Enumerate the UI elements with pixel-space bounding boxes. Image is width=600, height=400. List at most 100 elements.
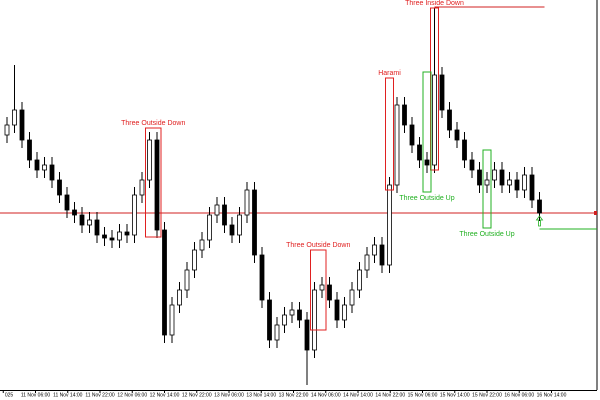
candle-body [94, 219, 100, 236]
candle-body [34, 159, 40, 171]
candle-body [237, 214, 242, 236]
x-tick-label: 13 Nov 06:00 [214, 392, 244, 398]
candle-body [139, 179, 145, 196]
candle-body [282, 314, 287, 326]
x-tick-label: 15 Nov 22:00 [472, 392, 502, 398]
candle-body [259, 254, 265, 301]
x-tick-label: 12 Nov 06:00 [117, 392, 147, 398]
x-tick-label: 11 Nov 06:00 [21, 392, 51, 398]
candle-body [147, 139, 152, 181]
candle-body [222, 204, 227, 226]
candle-body [304, 319, 310, 351]
candle-body [492, 169, 497, 181]
candle-body [192, 249, 197, 271]
candle-body [409, 124, 415, 146]
candle-body [334, 299, 340, 321]
candle-body [229, 224, 235, 236]
x-tick-label: 11 Nov 22:00 [85, 392, 115, 398]
candle-body [154, 139, 160, 231]
candle-body [289, 309, 295, 316]
price-marker [594, 211, 597, 215]
candle-body [207, 214, 212, 241]
candle-body [364, 254, 370, 271]
candle-body [454, 129, 460, 141]
candle-body [87, 219, 92, 226]
candle-body [162, 229, 167, 336]
candle-body [439, 74, 445, 111]
candle-body [184, 269, 190, 291]
candle-body [42, 164, 47, 171]
pattern-label: Three Inside Down [405, 0, 464, 7]
pattern-label: Three Outside Down [286, 242, 350, 249]
candle-body [327, 284, 332, 301]
x-tick-label: 14 Nov 06:00 [311, 392, 341, 398]
candle-body [424, 159, 430, 166]
x-tick-label: 13 Nov 22:00 [279, 392, 309, 398]
candle-body [214, 204, 220, 216]
x-tick-label: 025 [5, 392, 14, 398]
candle-body [522, 174, 527, 191]
candle-body [514, 179, 520, 191]
signal-arrow [535, 215, 544, 227]
candle-body [12, 109, 17, 126]
x-tick-label: 14 Nov 14:00 [343, 392, 373, 398]
candle-body [49, 164, 55, 181]
candle-body [312, 289, 317, 351]
x-tick-label: 11 Nov 14:00 [53, 392, 83, 398]
candle-body [169, 304, 175, 336]
x-tick-label: 15 Nov 14:00 [440, 392, 470, 398]
pattern-label: Three Outside Down [121, 120, 185, 127]
candle-body [199, 239, 205, 251]
candle-body [72, 209, 77, 216]
x-tick-label: 13 Nov 14:00 [246, 392, 276, 398]
candle-body [117, 231, 122, 241]
pattern-label: Three Outside Up [399, 195, 454, 202]
candle-body [27, 139, 32, 161]
candle-body [469, 159, 475, 171]
pattern-label: Harami [378, 70, 401, 77]
candle-body [507, 179, 512, 186]
x-tick-label: 14 Nov 22:00 [375, 392, 405, 398]
candle-body [402, 104, 407, 126]
pattern-box [145, 127, 162, 238]
candle-body [267, 299, 272, 341]
candle-body [499, 169, 505, 186]
candle-body [379, 244, 385, 266]
pattern-box [310, 249, 327, 331]
candle-body [297, 309, 302, 321]
candle-body [244, 189, 250, 216]
candle-body [372, 244, 377, 256]
candle-body [177, 289, 182, 306]
x-tick-label: 15 Nov 06:00 [408, 392, 438, 398]
candle-body [447, 109, 452, 131]
candle-body [57, 179, 62, 196]
candle-body [4, 124, 10, 136]
candle-body [274, 324, 280, 341]
candle-body [252, 189, 257, 256]
x-tick-label: 12 Nov 14:00 [150, 392, 180, 398]
pattern-box [422, 71, 432, 193]
candle-body [102, 234, 107, 239]
candle-body [484, 179, 490, 186]
x-tick-label: 16 Nov 06:00 [504, 392, 534, 398]
pattern-box [482, 149, 492, 229]
pattern-label: Three Outside Up [459, 231, 514, 238]
x-tick-label: 12 Nov 22:00 [182, 392, 212, 398]
candle-body [537, 199, 542, 214]
pattern-box [385, 77, 394, 191]
x-tick-label: 16 Nov 14:00 [537, 392, 567, 398]
candle-body [529, 174, 535, 201]
candle-body [19, 109, 25, 141]
candle-body [342, 304, 347, 321]
candle-body [64, 194, 70, 211]
candle-body [349, 289, 355, 306]
candle-body [132, 194, 137, 236]
candle-body [124, 231, 130, 236]
candle-body [394, 104, 400, 186]
candle-body [477, 169, 482, 186]
candle-body [462, 139, 467, 161]
candle-body [79, 214, 85, 226]
